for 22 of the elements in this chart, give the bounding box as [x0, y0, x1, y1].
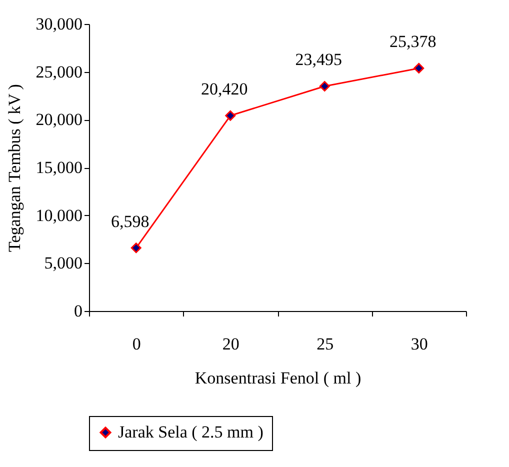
- point: [414, 62, 424, 74]
- y-tick-label: 20,000: [36, 110, 82, 130]
- x-tick-label: 30: [410, 334, 428, 354]
- x-axis-title: Konsentrasi Fenol ( ml ): [194, 368, 362, 388]
- x-tick-label: 20: [222, 334, 240, 354]
- data-label: 23,495: [295, 50, 342, 70]
- y-axis-title: Tegangan Tembus ( kV ): [4, 84, 24, 252]
- y-tick-label: 25,000: [36, 62, 82, 82]
- data-label: 25,378: [390, 32, 436, 52]
- legend-label: Jarak Sela ( 2.5 mm ): [118, 422, 264, 442]
- y-tick-label: 10,000: [36, 206, 82, 225]
- point: [130, 242, 142, 254]
- point: [319, 81, 330, 92]
- x-tick-label: 0: [132, 334, 141, 354]
- point: [225, 110, 236, 121]
- y-tick-label: 15,000: [36, 158, 82, 177]
- y-tick-label: 0: [74, 302, 82, 320]
- data-label: 6,598: [111, 212, 150, 231]
- y-tick-label: 5,000: [44, 254, 82, 273]
- data-label: 20,420: [201, 80, 248, 99]
- x-tick-label: 25: [316, 334, 334, 354]
- y-tick-label: 30,000: [36, 14, 82, 34]
